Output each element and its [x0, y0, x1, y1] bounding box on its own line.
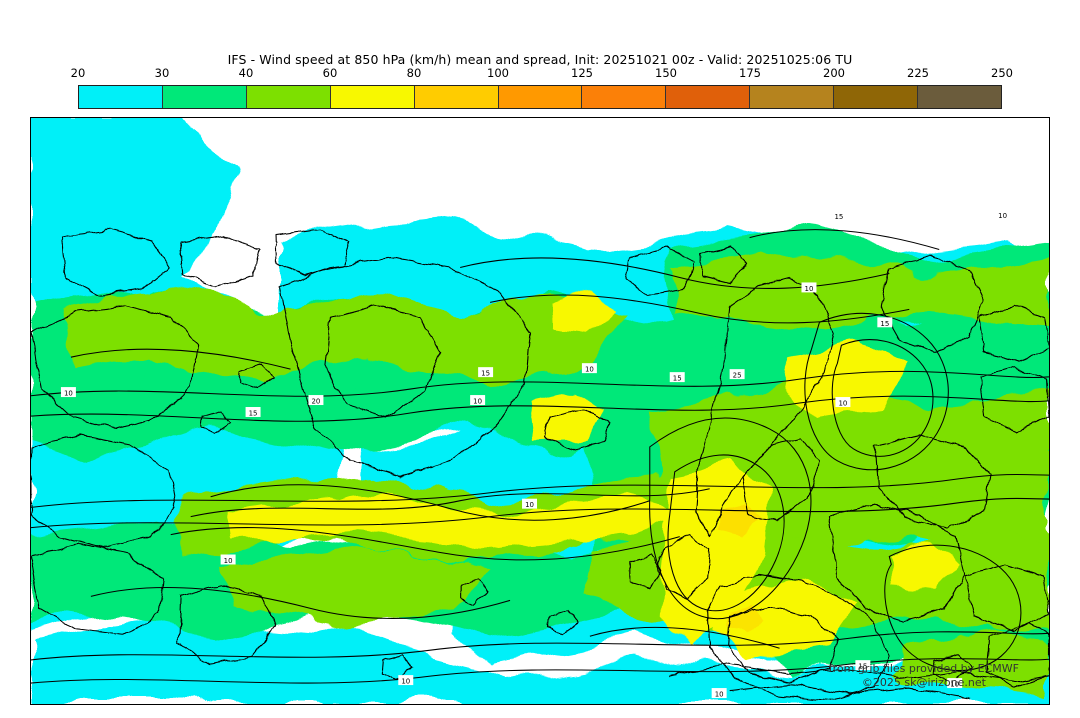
colorbar-tick-125: 125: [571, 66, 593, 80]
coastlines: [31, 229, 1049, 702]
colorbar-tick-30: 30: [154, 66, 170, 80]
colorbar-tick-100: 100: [487, 66, 509, 80]
contour-label: 25: [729, 369, 745, 380]
svg-text:10: 10: [715, 691, 724, 699]
colorbar-segment-225-250: [918, 86, 1001, 108]
colorbar-tick-250: 250: [991, 66, 1013, 80]
svg-text:20: 20: [311, 398, 320, 406]
colorbar-tick-60: 60: [322, 66, 338, 80]
contour-label: 15: [831, 210, 847, 221]
svg-text:10: 10: [805, 285, 814, 293]
svg-text:15: 15: [880, 320, 889, 328]
colorbar-gradient: [78, 85, 1002, 109]
colorbar-tick-175: 175: [739, 66, 761, 80]
contour-label: 10: [995, 209, 1011, 220]
colorbar-tick-150: 150: [655, 66, 677, 80]
svg-text:25: 25: [733, 372, 742, 380]
contour-label: 10: [220, 554, 236, 565]
page-title: IFS - Wind speed at 850 hPa (km/h) mean …: [227, 52, 853, 67]
svg-text:10: 10: [224, 557, 233, 565]
svg-text:10: 10: [838, 400, 847, 408]
svg-text:15: 15: [834, 213, 843, 221]
colorbar-tick-80: 80: [406, 66, 422, 80]
svg-text:10: 10: [950, 681, 959, 689]
svg-text:10: 10: [525, 501, 534, 509]
colorbar-tick-labels: 20 30 40 60 80 100 125 150 175 200 225 250: [71, 66, 1013, 82]
contour-label: 10: [60, 387, 76, 398]
colorbar-segment-100-125: [498, 86, 583, 108]
svg-text:10: 10: [64, 390, 73, 398]
contour-label: 10: [711, 688, 727, 699]
svg-text:15: 15: [673, 375, 682, 383]
contour-label: 10: [398, 675, 414, 686]
colorbar-segment-40-60: [246, 86, 331, 108]
fill-band-60-80: [225, 292, 960, 657]
contour-label: 20: [308, 395, 324, 406]
svg-text:10: 10: [585, 366, 594, 374]
contour-label: 10: [947, 678, 963, 689]
colorbar-segment-20-30: [79, 86, 163, 108]
contour-label: 10: [801, 282, 817, 293]
svg-text:15: 15: [481, 370, 490, 378]
contour-label: 10: [522, 498, 538, 509]
svg-text:10: 10: [473, 398, 482, 406]
colorbar-segment-60-80: [330, 86, 415, 108]
colorbar-tick-225: 225: [907, 66, 929, 80]
colorbar-segment-30-40: [162, 86, 247, 108]
svg-text:15: 15: [858, 663, 867, 671]
contour-label-group: 20 10 15 10: [60, 209, 1011, 699]
colorbar-tick-40: 40: [238, 66, 254, 80]
colorbar-segment-150-175: [666, 86, 751, 108]
colorbar-segment-125-150: [582, 86, 667, 108]
contour-label: 15: [245, 407, 261, 417]
contour-label: 10: [835, 397, 851, 408]
contour-label: 15: [478, 367, 494, 378]
colorbar-tick-200: 200: [823, 66, 845, 80]
map-canvas: 20 10 15 10: [31, 118, 1049, 704]
map-panel[interactable]: 20 10 15 10: [30, 117, 1050, 705]
svg-text:10: 10: [401, 678, 410, 686]
contour-label: 15: [855, 660, 871, 671]
colorbar-segment-175-200: [750, 86, 835, 108]
contour-label: 10: [470, 395, 486, 406]
spread-contours: [31, 229, 1049, 684]
colorbar-segment-80-100: [414, 86, 499, 108]
svg-text:15: 15: [249, 409, 258, 417]
contour-label: 15: [877, 317, 893, 328]
contour-label: 15: [669, 372, 685, 383]
colorbar-tick-20: 20: [70, 66, 86, 80]
colorbar-segment-200-225: [834, 86, 919, 108]
contour-label: 10: [581, 363, 597, 374]
colorbar: 20 30 40 60 80 100 125 150 175 200 225 250: [71, 66, 1013, 109]
svg-text:10: 10: [998, 212, 1007, 220]
